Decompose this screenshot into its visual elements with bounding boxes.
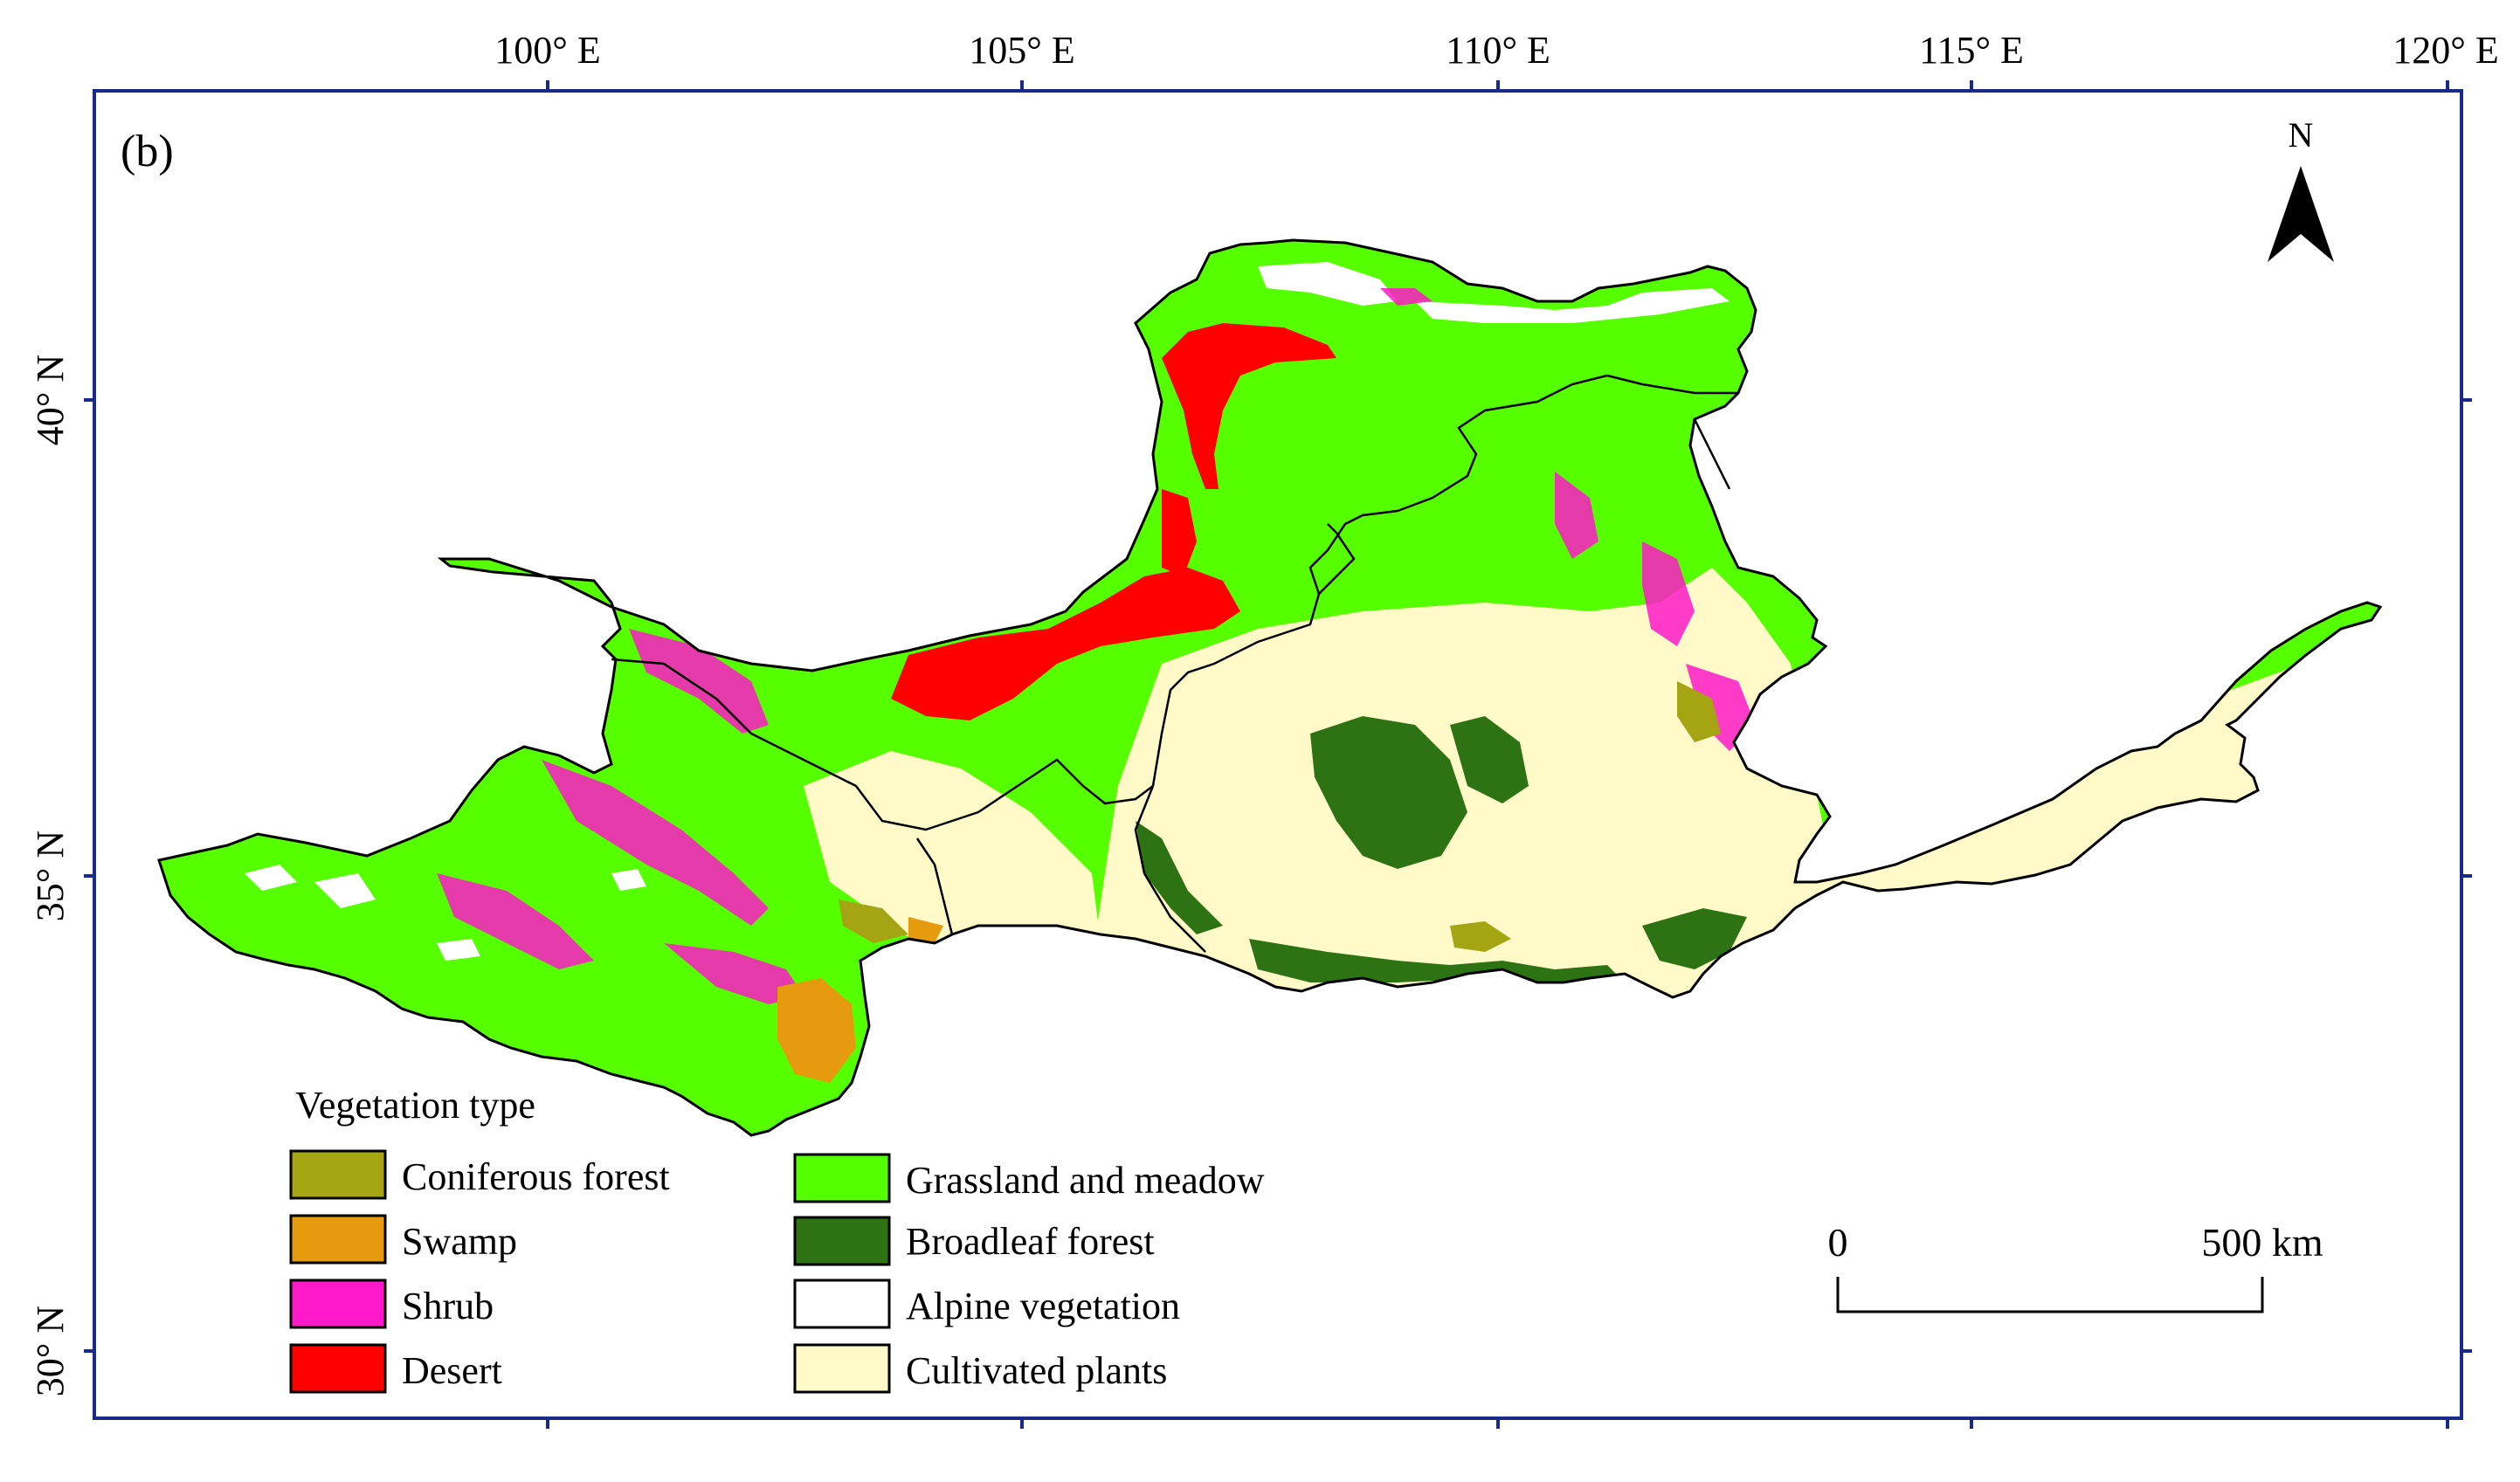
x-tick-label: 110° E	[1446, 29, 1550, 72]
legend-swatch	[289, 1343, 387, 1394]
y-tick-marks	[84, 398, 2472, 1353]
legend-item: Cultivated plants	[793, 1343, 1167, 1394]
legend-label: Swamp	[402, 1220, 517, 1263]
legend-label: Grassland and meadow	[906, 1159, 1265, 1202]
legend-item: Swamp	[289, 1214, 517, 1265]
x-tick-label: 100° E	[494, 29, 600, 72]
map-frame	[93, 89, 2463, 1420]
y-tick-label: 40° N	[29, 355, 72, 445]
north-arrow: N	[2268, 115, 2334, 262]
y-tick-label: 35° N	[29, 831, 72, 921]
legend-swatch	[793, 1153, 891, 1203]
north-label: N	[2289, 115, 2314, 155]
scale-bar: 0 500 km	[1828, 1220, 2323, 1313]
legend-swatch	[793, 1343, 891, 1394]
basin-region	[157, 238, 2382, 1137]
legend-swatch	[289, 1214, 387, 1265]
legend-label: Cultivated plants	[906, 1349, 1167, 1392]
legend-title: Vegetation type	[295, 1084, 535, 1127]
legend-label: Coniferous forest	[402, 1155, 670, 1198]
legend-swatch	[289, 1149, 387, 1200]
scale-end-label: 500 km	[2201, 1220, 2323, 1265]
x-tick-label: 105° E	[969, 29, 1074, 72]
legend-item: Coniferous forest	[289, 1149, 670, 1200]
legend-swatch	[793, 1279, 891, 1329]
x-tick-label: 120° E	[2392, 29, 2498, 72]
y-tick-label: 30° N	[29, 1306, 72, 1396]
x-tick-label: 115° E	[1919, 29, 2024, 72]
legend-swatch	[289, 1279, 387, 1329]
legend-label: Desert	[402, 1349, 502, 1392]
north-arrow-icon	[2268, 166, 2334, 262]
x-tick-marks	[546, 80, 2449, 1429]
legend-item: Grassland and meadow	[793, 1153, 1265, 1203]
scale-start-label: 0	[1828, 1220, 1848, 1265]
legend-label: Shrub	[402, 1285, 494, 1327]
legend: Vegetation type Coniferous forest Swamp …	[289, 1084, 1265, 1394]
legend-item: Desert	[289, 1343, 502, 1394]
legend-item: Shrub	[289, 1279, 494, 1329]
legend-swatch	[793, 1216, 891, 1266]
legend-label: Broadleaf forest	[906, 1220, 1155, 1263]
legend-label: Alpine vegetation	[906, 1285, 1180, 1327]
legend-item: Alpine vegetation	[793, 1279, 1180, 1329]
scale-bar-line	[1836, 1277, 2264, 1313]
legend-item: Broadleaf forest	[793, 1216, 1155, 1266]
panel-label: (b)	[121, 127, 174, 176]
